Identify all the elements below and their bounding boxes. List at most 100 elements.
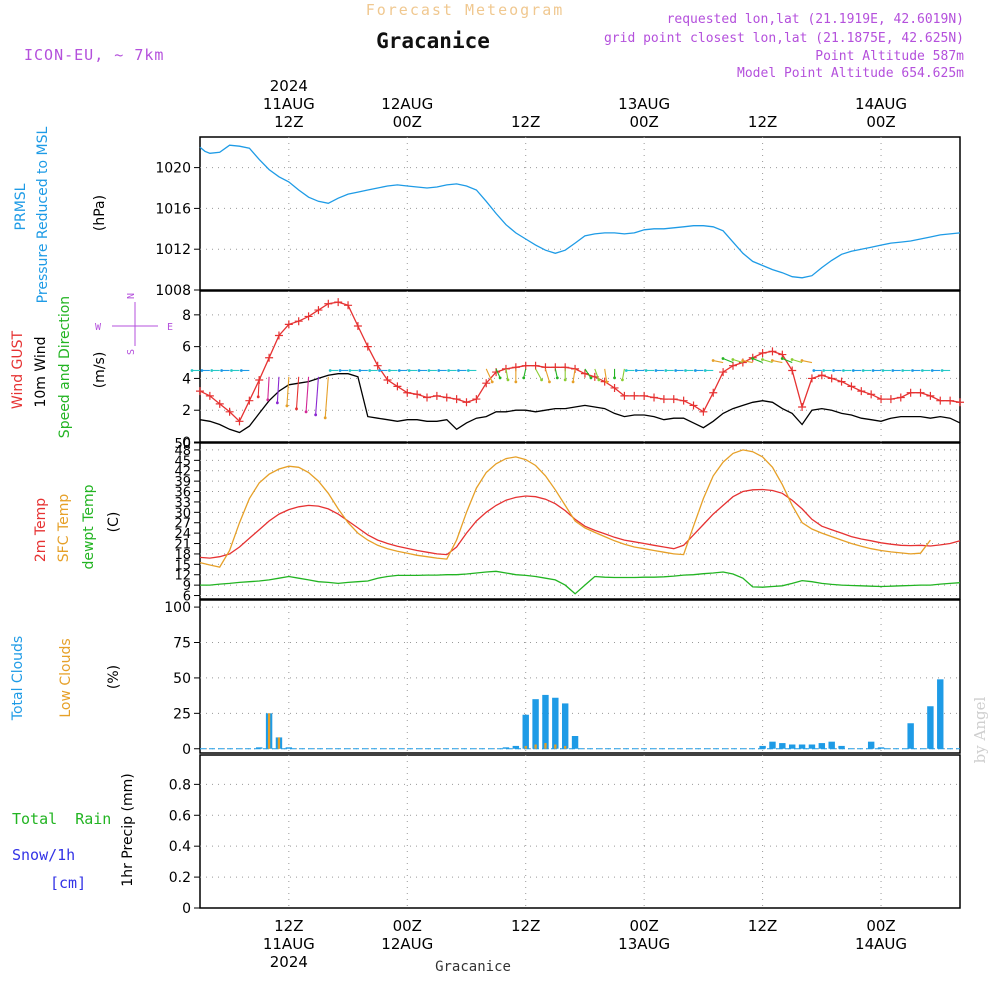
gust-marker [758,348,767,357]
wind-arrow-head [358,369,362,372]
wind-arrow-head [571,380,575,384]
wind-arrow-head [285,404,289,408]
gust-marker [650,393,659,402]
time-label-top: 13AUG [618,95,670,113]
gust-marker [363,342,372,351]
wind-arrow-head [621,378,624,382]
wind-arrow [594,368,600,381]
wind-arrow-head [295,407,298,411]
precip-ytick-label: 0.6 [169,808,191,824]
wind-arrow [752,358,763,364]
gust-marker [827,374,836,383]
temperature-ytick-label: 48 [174,444,191,459]
wind-arrow-head [190,369,194,372]
total-clouds-bar [937,679,944,749]
gust-marker [334,298,343,307]
wind-arrow-head [851,369,855,372]
wind-arrow [572,368,576,382]
time-label-top: 00Z [629,113,658,131]
wind-arrow [713,359,724,364]
gust-marker [659,395,668,404]
time-label-bottom: 12Z [748,917,777,935]
gust-marker [867,390,876,399]
gust-marker [896,393,905,402]
wind-arrow-head [548,380,551,384]
watermark: by Angel [971,696,989,763]
gust-marker [946,396,955,405]
wind-arrow-head [417,369,421,372]
gust-marker [768,347,777,356]
temp-label-2m: 2m Temp [33,498,49,562]
wind-arrow-head [328,369,332,372]
location-title: Gracanice [376,29,490,53]
gust-marker [235,417,244,426]
wind-compass: N S W E [95,293,173,355]
temperature-ytick-label: 42 [174,465,191,480]
total-clouds-bar [838,745,845,749]
wind-arrow [554,368,558,379]
time-label-top: 12Z [511,113,540,131]
total-clouds-bar [522,714,529,749]
wind-arrow-head [304,410,308,414]
wind-arrow [315,376,319,415]
time-label-bottom: 14AUG [855,935,907,953]
wind-arrow [762,358,773,364]
low-clouds-bar [277,737,281,749]
temperature-ytick-label: 33 [174,496,191,511]
wind-arrow-head [437,369,441,372]
precip-panel: 0 0.2 0.4 0.6 0.8 [169,754,961,917]
clouds-ytick-label: 75 [173,636,191,652]
total-clouds-bar [552,697,559,749]
total-clouds-bar [571,736,579,749]
gust-marker [877,395,886,404]
total-clouds-bar [828,741,835,749]
total-clouds-bar [532,699,539,749]
wind-arrow [584,368,592,379]
gust-marker [719,368,728,377]
clouds-ytick-label: 100 [164,600,191,616]
time-label-top: 12Z [274,113,303,131]
wind-arrow [722,358,734,364]
gust-marker [304,312,313,321]
total-clouds-bar [502,747,510,749]
wind-arrow-head [861,369,865,372]
wind-arrow [495,368,501,379]
gust-marker [926,391,935,400]
low-clouds-bar [564,745,567,749]
gust-marker [630,391,639,400]
temperature-ytick-label: 45 [174,454,191,469]
wind-ytick-label: 0 [182,435,191,451]
pressure-label-unit: (hPa) [92,195,108,231]
wind-arrow-head [800,359,804,362]
wind-arrow-head [634,369,638,372]
gust-marker [482,379,491,388]
time-label-bottom: 2024 [270,953,308,971]
wind-arrow [324,376,329,418]
time-label-bottom: 00Z [629,917,658,935]
gust-marker [709,388,718,397]
clouds-panel: 0 25 50 75 100 [164,599,961,758]
total-clouds-bar [867,741,875,749]
gust-marker [837,377,846,386]
gust-marker [807,374,816,383]
precip-panel-labels: Total Rain Snow/1h [cm] 1hr Precip (mm) [12,773,136,892]
wind-arrow-head [654,369,658,372]
clouds-panel-labels: Total Clouds Low Clouds (%) [10,636,122,721]
gust-marker [403,388,412,397]
wind-arrow-head [703,369,707,372]
gust-marker [472,395,481,404]
time-label-bottom: 12Z [274,917,303,935]
wind-arrow [295,376,300,409]
gust-marker [669,395,678,404]
pressure-ytick-label: 1008 [155,283,191,299]
total-clouds-bar [256,747,263,749]
wind-arrow-head [457,369,460,372]
wind-arrow [276,376,280,403]
wind-label-gust: Wind GUST [10,330,26,409]
gust-marker [847,382,856,391]
gust-marker [610,383,619,392]
total-clouds-bar [877,747,885,749]
precip-frame [199,754,961,909]
low-clouds-bar [524,745,527,749]
